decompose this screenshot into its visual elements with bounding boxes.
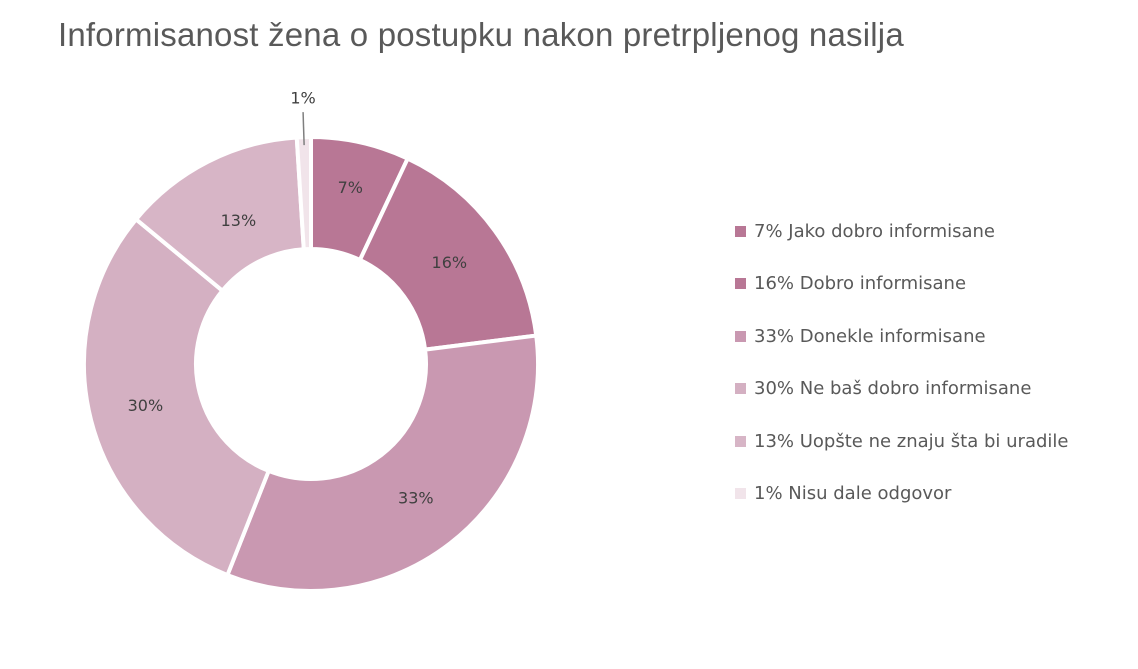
legend-label: 30% Ne baš dobro informisane — [754, 378, 1032, 400]
legend-label: 7% Jako dobro informisane — [754, 220, 996, 242]
legend-item: 7% Jako dobro informisane — [735, 205, 1068, 258]
legend-swatch — [735, 383, 746, 395]
legend-label: 33% Donekle informisane — [754, 325, 986, 347]
legend-swatch — [735, 278, 746, 290]
donut-chart: 7% 16% 33% 30% 13% 1% — [82, 89, 540, 593]
legend-item: 33% Donekle informisane — [735, 310, 1068, 363]
slice-label: 13% — [221, 211, 257, 230]
legend-swatch — [735, 330, 746, 342]
legend-swatch — [735, 225, 746, 237]
donut-slice — [82, 216, 272, 578]
legend-item: 1% Nisu dale odgovor — [735, 468, 1068, 521]
legend-label: 1% Nisu dale odgovor — [754, 483, 952, 505]
donut-labels: 7% 16% 33% 30% 13% 1% — [128, 89, 468, 508]
slice-label: 33% — [398, 489, 434, 508]
legend-item: 13% Uopšte ne znaju šta bi uradile — [735, 415, 1068, 468]
slice-label: 16% — [432, 253, 468, 272]
slice-label: 30% — [128, 396, 164, 415]
donut-slices — [82, 134, 540, 593]
slice-label: 1% — [290, 89, 315, 108]
slice-label: 7% — [338, 178, 363, 197]
chart-legend: 7% Jako dobro informisane 16% Dobro infor… — [735, 205, 1068, 520]
legend-label: 13% Uopšte ne znaju šta bi uradile — [754, 430, 1069, 452]
legend-item: 30% Ne baš dobro informisane — [735, 363, 1068, 416]
chart-title: Informisanost žena o postupku nakon pret… — [58, 16, 904, 53]
legend-item: 16% Dobro informisane — [735, 258, 1068, 311]
legend-swatch — [735, 435, 746, 447]
legend-label: 16% Dobro informisane — [754, 273, 967, 295]
donut-slice — [294, 134, 313, 252]
legend-swatch — [735, 488, 746, 500]
donut-slice — [224, 333, 540, 593]
donut-slice — [357, 155, 539, 352]
leader-line — [302, 112, 305, 146]
